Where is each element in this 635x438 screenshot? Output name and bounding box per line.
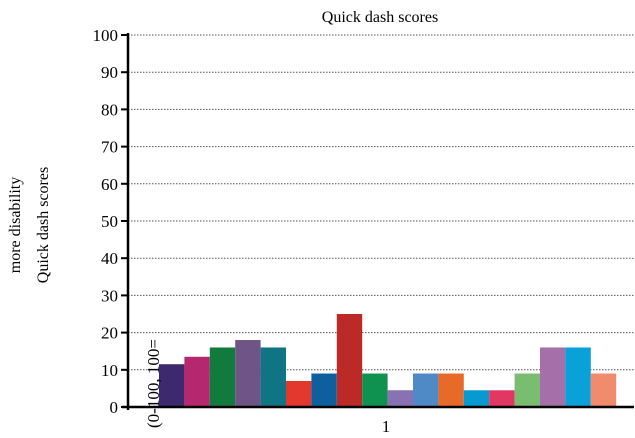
y-tick-label: 90 xyxy=(101,63,118,82)
bar xyxy=(489,390,515,407)
bar xyxy=(565,347,591,407)
y-tick-label: 30 xyxy=(101,286,118,305)
y-tick-label: 0 xyxy=(110,398,119,417)
bar xyxy=(514,373,540,407)
tick-labels: 0 10 20 30 40 50 60 70 80 90 100 1 xyxy=(93,26,391,436)
bar xyxy=(286,380,312,407)
bar xyxy=(540,347,566,407)
y-tick-label: 100 xyxy=(93,26,119,45)
y-axis-label-secondary: more disability xyxy=(7,177,24,273)
y-axis-label: Quick dash scores xyxy=(35,167,52,283)
bar xyxy=(336,314,363,407)
bar xyxy=(159,364,185,407)
scale-note: (0-100, 100= xyxy=(144,339,163,428)
bar xyxy=(209,347,236,407)
y-tick-label: 10 xyxy=(101,361,118,380)
bar xyxy=(311,373,337,407)
bar xyxy=(184,356,210,407)
bar xyxy=(590,373,617,407)
y-tick-label: 80 xyxy=(101,100,118,119)
bar xyxy=(235,340,261,407)
chart-title: Quick dash scores xyxy=(322,9,438,26)
bar xyxy=(413,373,439,407)
y-tick-label: 60 xyxy=(101,175,118,194)
bar xyxy=(260,347,286,407)
y-tick-label: 50 xyxy=(101,212,118,231)
y-tick-label: 70 xyxy=(101,138,118,157)
gridlines xyxy=(128,34,634,371)
bar xyxy=(387,390,413,407)
y-tick-label: 40 xyxy=(101,249,118,268)
bar xyxy=(463,390,490,407)
bars xyxy=(159,314,617,407)
axes xyxy=(121,33,634,410)
bar xyxy=(438,373,464,407)
x-tick-label: 1 xyxy=(382,417,391,436)
y-tick-label: 20 xyxy=(101,324,118,343)
bar xyxy=(362,373,388,407)
